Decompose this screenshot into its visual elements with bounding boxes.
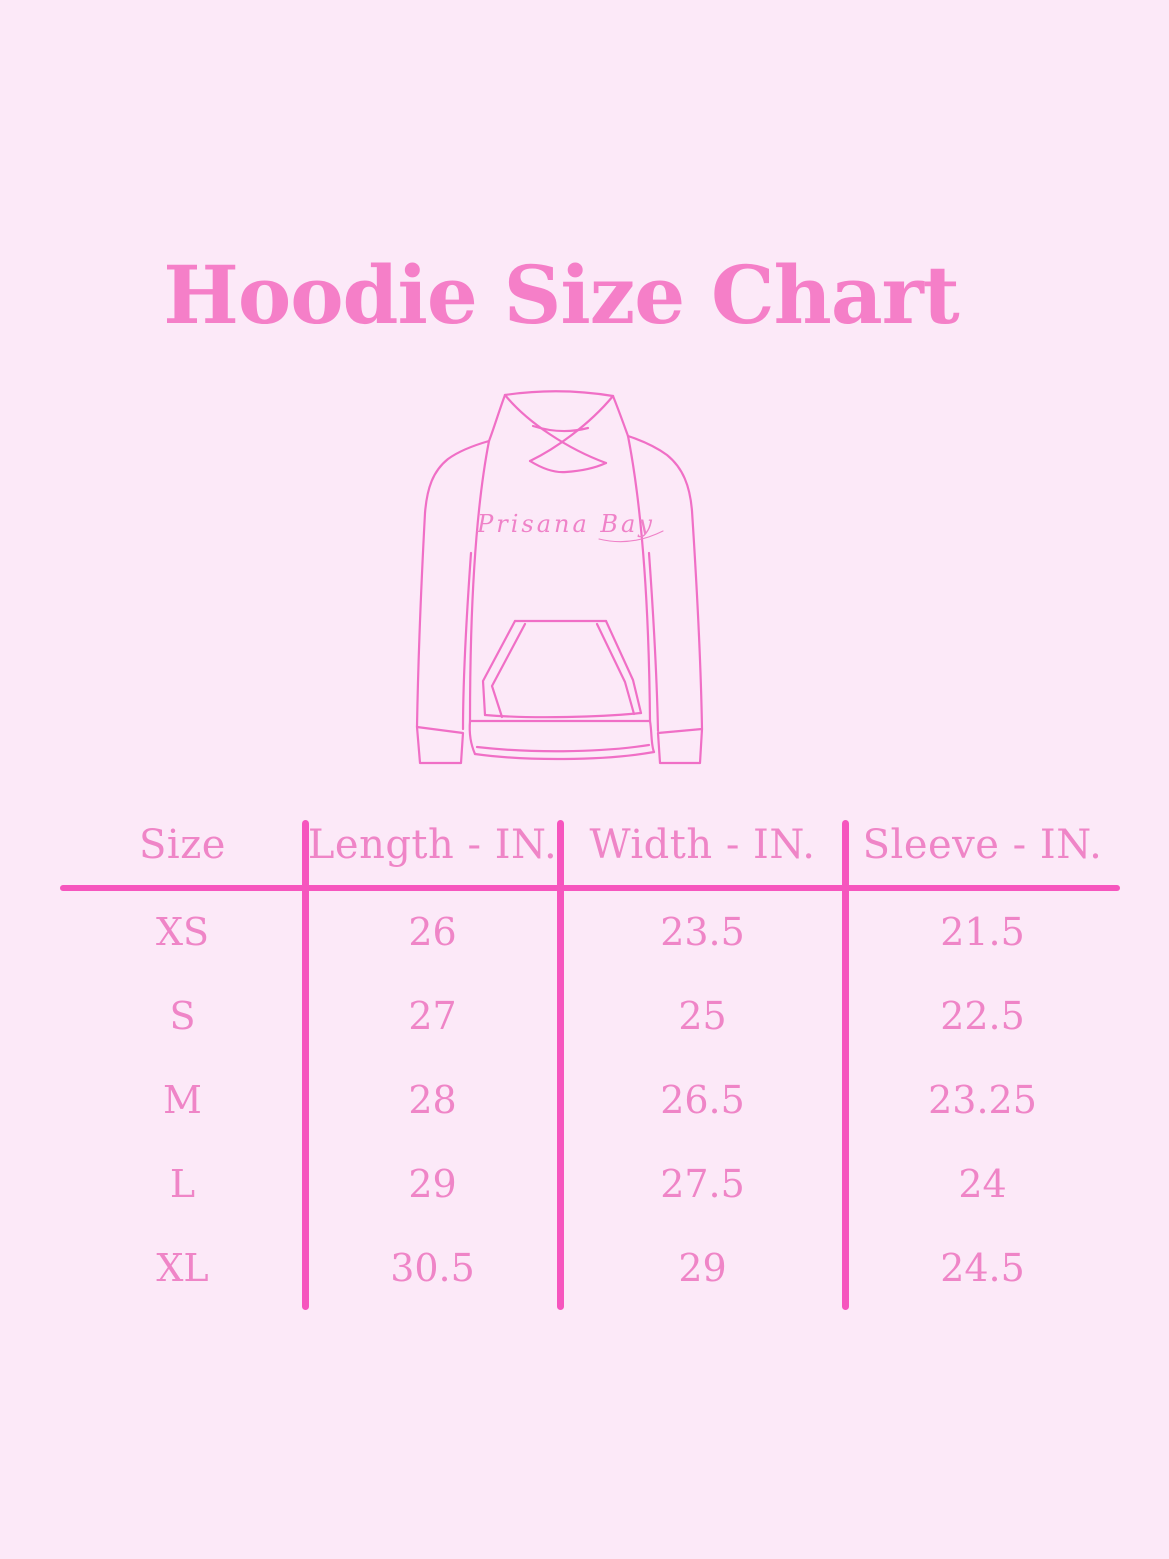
hoodie-line-art: Prisana Bay [415, 390, 704, 765]
length-cell: 28 [408, 1078, 457, 1122]
sleeve-cell: 23.25 [928, 1078, 1037, 1122]
width-cell: 25 [678, 994, 727, 1038]
length-cell: 30.5 [390, 1246, 475, 1290]
length-cell: 26 [408, 910, 457, 954]
table-column-divider-1 [302, 820, 309, 1310]
table-column-divider-3 [842, 820, 849, 1310]
page-title: Hoodie Size Chart [163, 248, 960, 342]
length-cell: 29 [408, 1162, 457, 1206]
size-cell: S [169, 994, 196, 1038]
table-header-rule [60, 885, 1120, 891]
column-header-sleeve: Sleeve - IN. [862, 822, 1103, 868]
size-cell: XS [155, 910, 210, 954]
length-cell: 27 [408, 994, 457, 1038]
width-cell: 29 [678, 1246, 727, 1290]
sleeve-cell: 22.5 [940, 994, 1025, 1038]
size-cell: M [163, 1078, 202, 1122]
width-cell: 23.5 [660, 910, 745, 954]
column-header-length: Length - IN. [307, 822, 558, 868]
column-header-width: Width - IN. [589, 822, 816, 868]
signature-flourish [598, 530, 664, 543]
sleeve-cell: 24 [958, 1162, 1007, 1206]
size-cell: L [169, 1162, 196, 1206]
sleeve-cell: 24.5 [940, 1246, 1025, 1290]
size-table: Size Length - IN. Width - IN. Sleeve - I… [60, 800, 1120, 1320]
width-cell: 26.5 [660, 1078, 745, 1122]
sleeve-cell: 21.5 [940, 910, 1025, 954]
hoodie-illustration: Prisana Bay [403, 383, 783, 775]
table-column-divider-2 [557, 820, 564, 1310]
column-header-size: Size [139, 822, 226, 868]
size-table-grid: Size Length - IN. Width - IN. Sleeve - I… [60, 800, 1120, 1310]
width-cell: 27.5 [660, 1162, 745, 1206]
brand-signature-text: Prisana Bay [476, 510, 655, 538]
size-cell: XL [156, 1246, 209, 1290]
